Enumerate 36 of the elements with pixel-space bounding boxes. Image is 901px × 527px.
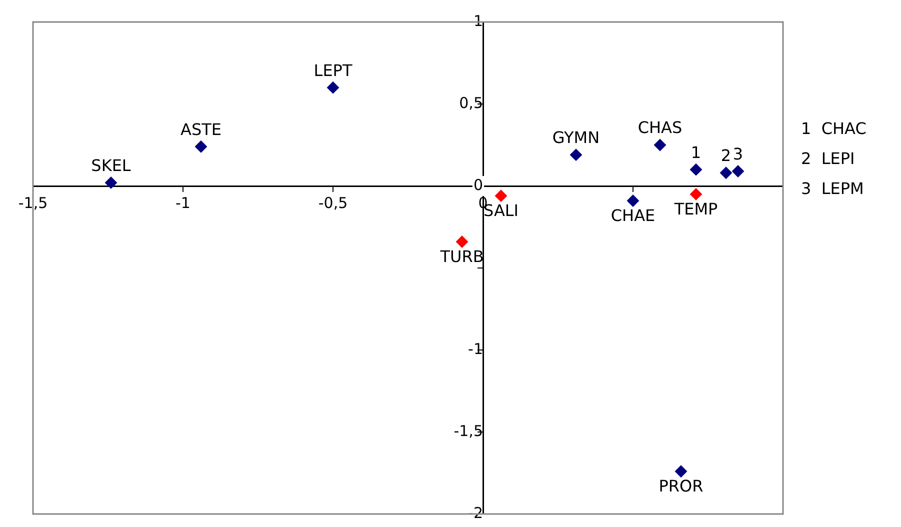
point [495, 190, 507, 202]
annotation: 2 [720, 146, 732, 166]
point [105, 176, 117, 189]
x-tick-label: -1,5 [18, 194, 48, 212]
y-tick-label: 0,5 [459, 94, 483, 112]
annotation: LEPT [314, 60, 352, 80]
text: 3 LEPM [801, 179, 864, 198]
annotation: SKEL [91, 156, 131, 175]
point [720, 166, 732, 179]
text: 1 CHAC [801, 119, 866, 138]
y-tick-label: -1,5 [454, 422, 483, 440]
annotation: GYMN [552, 128, 600, 147]
point [627, 194, 639, 207]
point [327, 82, 339, 94]
point [732, 165, 744, 178]
point [195, 140, 207, 153]
annotation: CHAS [638, 118, 682, 138]
point [654, 139, 666, 151]
point [675, 465, 687, 478]
annotation: ASTE [180, 120, 222, 139]
point [690, 164, 702, 176]
x-tick-label: -0,5 [318, 194, 348, 212]
annotation: PROR [658, 476, 704, 496]
annotation: 3 [732, 144, 744, 164]
point [690, 188, 702, 200]
x-tick-label: -1 [176, 194, 190, 212]
annotation: 1 [690, 142, 702, 162]
y-tick-label: 0 [473, 176, 483, 194]
annotation: CHAE [610, 206, 656, 225]
point [456, 236, 468, 248]
text: 2 LEPI [801, 149, 855, 168]
annotation: TEMP [673, 199, 718, 218]
point [570, 148, 582, 161]
annotation: TURB [439, 246, 484, 266]
y-tick-label: 1 [473, 12, 483, 30]
y-tick-label: -1 [468, 340, 483, 358]
